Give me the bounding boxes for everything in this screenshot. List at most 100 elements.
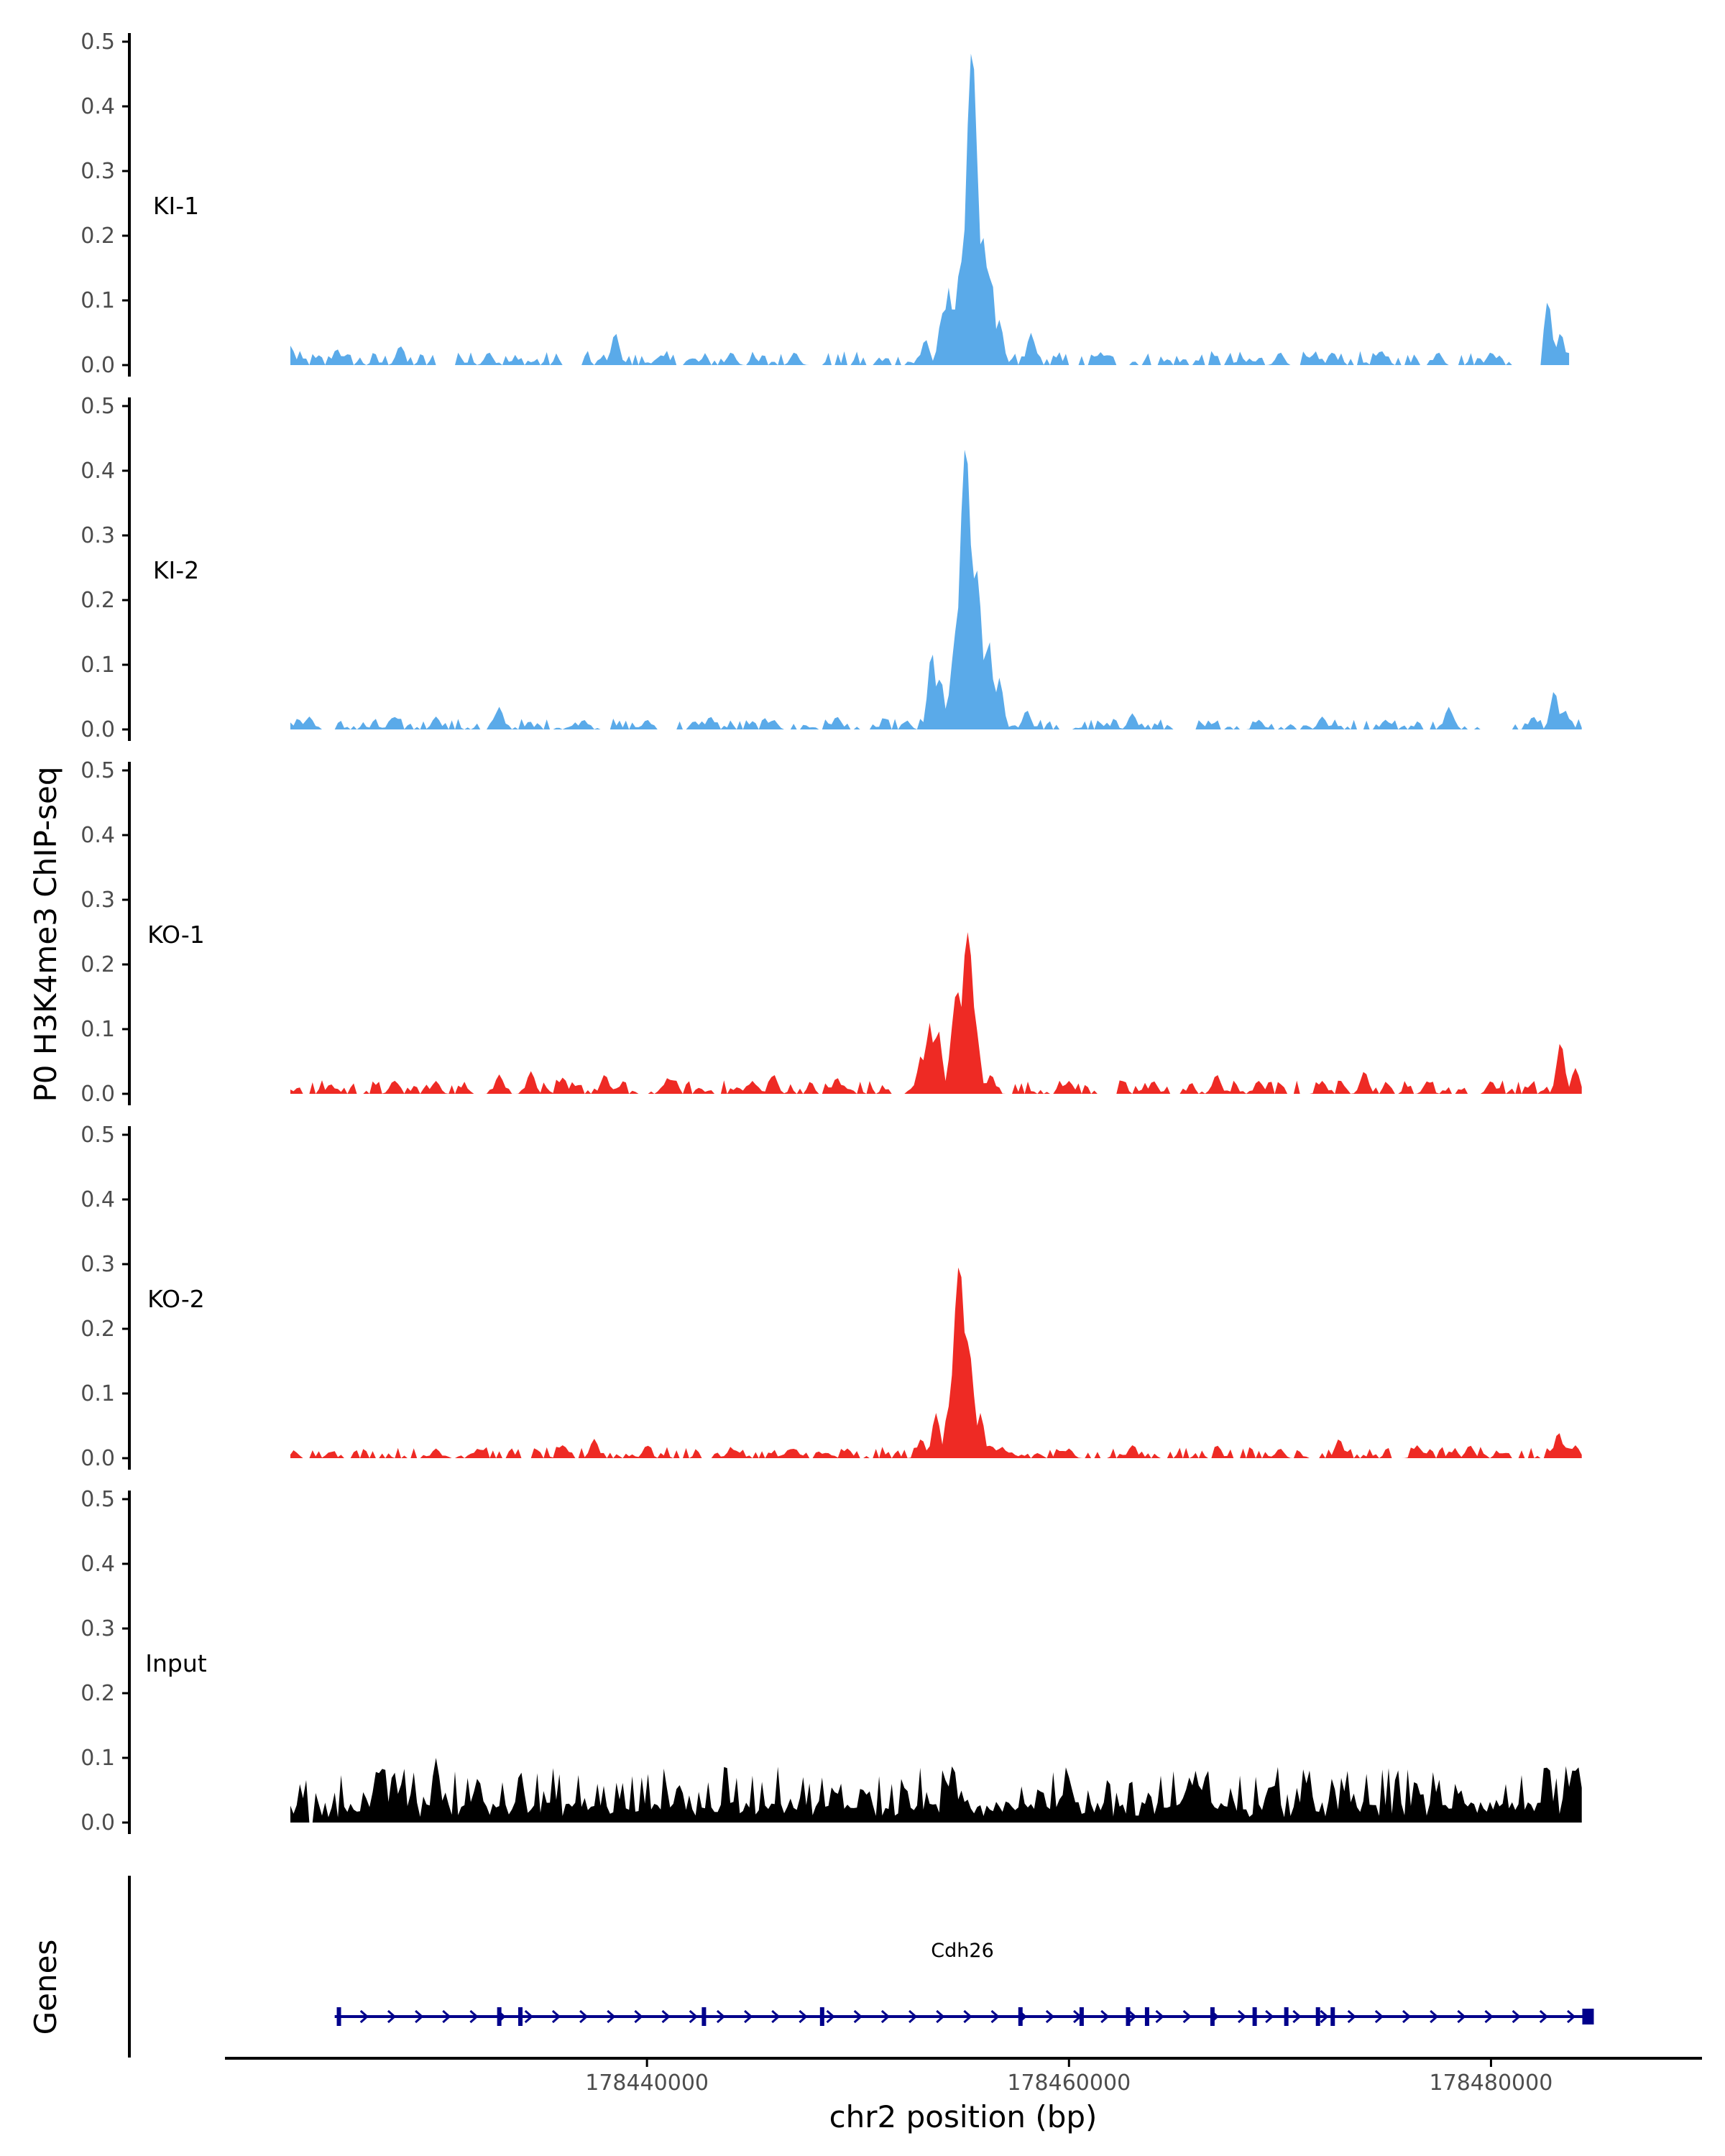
signal-area-ki-2 bbox=[290, 449, 1582, 729]
signal-area-ki-1 bbox=[290, 53, 1570, 365]
strand-arrow bbox=[1484, 2009, 1494, 2024]
strand-arrow bbox=[1374, 2009, 1384, 2024]
track-label: KO-1 bbox=[147, 921, 205, 949]
x-tick-label: 178480000 bbox=[1430, 2070, 1553, 2096]
strand-arrow bbox=[1512, 2009, 1521, 2024]
exon bbox=[1252, 2007, 1257, 2026]
y-tick-label: 0.5 bbox=[80, 1487, 115, 1512]
y-tick-label: 0.5 bbox=[80, 394, 115, 419]
strand-arrow bbox=[1566, 2009, 1576, 2024]
y-tick-label: 0.3 bbox=[80, 523, 115, 548]
exon bbox=[1079, 2007, 1084, 2026]
exon bbox=[1018, 2007, 1023, 2026]
strand-arrow bbox=[1430, 2009, 1439, 2024]
track-label: KI-2 bbox=[153, 556, 199, 584]
y-tick-label: 0.1 bbox=[80, 1017, 115, 1042]
track-label: KO-2 bbox=[147, 1285, 205, 1313]
y-tick-label: 0.1 bbox=[80, 1381, 115, 1406]
x-tick-label: 178440000 bbox=[585, 2070, 709, 2096]
x-axis: 178440000 178460000 178480000 chr2 positio… bbox=[225, 2057, 1702, 2134]
y-tick-label: 0.3 bbox=[80, 1252, 115, 1277]
exon bbox=[1210, 2007, 1215, 2026]
strand-arrow bbox=[387, 2009, 397, 2024]
track-ki-1: 0.0 0.1 0.2 0.3 0.4 0.5 KI-1 bbox=[80, 29, 1570, 378]
y-tick-label: 0.2 bbox=[80, 588, 115, 613]
y-tick-label: 0.2 bbox=[80, 952, 115, 977]
exon bbox=[819, 2007, 824, 2026]
strand-arrow bbox=[853, 2009, 862, 2024]
y-tick-label: 0.2 bbox=[80, 224, 115, 249]
strand-arrow bbox=[607, 2009, 616, 2024]
track-label: KI-1 bbox=[153, 192, 199, 220]
y-tick-label: 0.0 bbox=[80, 353, 115, 378]
exon bbox=[1284, 2007, 1289, 2026]
strand-arrow bbox=[1292, 2009, 1302, 2024]
y-tick-label: 0.0 bbox=[80, 1082, 115, 1107]
y-tick-label: 0.5 bbox=[80, 758, 115, 783]
x-axis-title: chr2 position (bp) bbox=[829, 2099, 1098, 2134]
strand-arrow bbox=[908, 2009, 918, 2024]
strand-arrow bbox=[1402, 2009, 1412, 2024]
strand-arrow bbox=[1182, 2009, 1192, 2024]
x-ticks-group: 178440000 178460000 178480000 bbox=[585, 2058, 1552, 2096]
track-ko-1: 0.0 0.1 0.2 0.3 0.4 0.5 KO-1 bbox=[80, 758, 1582, 1107]
y-tick-label: 0.4 bbox=[80, 1187, 115, 1212]
strand-arrow bbox=[661, 2009, 671, 2024]
strand-arrow bbox=[415, 2009, 424, 2024]
strand-arrow bbox=[579, 2009, 589, 2024]
genes-group: Cdh26 bbox=[334, 1940, 1594, 2026]
gene-cdh26: Cdh26 bbox=[334, 1940, 1594, 2026]
strand-arrow bbox=[799, 2009, 808, 2024]
exon bbox=[518, 2007, 523, 2026]
strand-arrow bbox=[634, 2009, 643, 2024]
y-tick-label: 0.3 bbox=[80, 159, 115, 184]
strand-arrow bbox=[469, 2009, 479, 2024]
signal-area-ko-1 bbox=[290, 932, 1582, 1094]
track-ki-2: 0.0 0.1 0.2 0.3 0.4 0.5 KI-2 bbox=[80, 394, 1582, 742]
y-axis-title: P0 H3K4me3 ChIP-seq bbox=[28, 766, 63, 1102]
strand-arrow bbox=[1155, 2009, 1164, 2024]
strand-arrow bbox=[936, 2009, 945, 2024]
y-tick-label: 0.5 bbox=[80, 29, 115, 55]
exon bbox=[497, 2007, 502, 2026]
strand-arrow bbox=[1100, 2009, 1110, 2024]
strand-arrow bbox=[1320, 2009, 1329, 2024]
signal-area-input bbox=[290, 1758, 1582, 1823]
signal-area-ko-2 bbox=[290, 1267, 1582, 1458]
strand-arrow bbox=[716, 2009, 726, 2024]
strand-arrow bbox=[1238, 2009, 1247, 2024]
y-tick-label: 0.3 bbox=[80, 888, 115, 913]
exon bbox=[336, 2007, 341, 2026]
exon bbox=[1582, 2009, 1594, 2024]
y-tick-label: 0.5 bbox=[80, 1123, 115, 1148]
y-tick-label: 0.4 bbox=[80, 94, 115, 119]
gene-label: Cdh26 bbox=[931, 1940, 993, 1962]
exon bbox=[1330, 2007, 1335, 2026]
exon bbox=[1126, 2007, 1131, 2026]
strand-arrow bbox=[1128, 2009, 1137, 2024]
strand-arrow bbox=[771, 2009, 781, 2024]
track-ko-2: 0.0 0.1 0.2 0.3 0.4 0.5 KO-2 bbox=[80, 1123, 1582, 1471]
y-tick-label: 0.1 bbox=[80, 1746, 115, 1771]
y-tick-label: 0.4 bbox=[80, 1552, 115, 1577]
strand-arrow bbox=[1265, 2009, 1274, 2024]
y-tick-label: 0.2 bbox=[80, 1317, 115, 1342]
strand-arrow bbox=[1347, 2009, 1356, 2024]
y-tick-label: 0.0 bbox=[80, 1810, 115, 1835]
strand-arrow bbox=[1539, 2009, 1549, 2024]
strand-arrow bbox=[359, 2009, 369, 2024]
exon bbox=[702, 2007, 707, 2026]
y-tick-label: 0.0 bbox=[80, 717, 115, 742]
y-tick-label: 0.4 bbox=[80, 459, 115, 484]
genes-axis-title: Genes bbox=[28, 1940, 63, 2035]
strand-arrow bbox=[551, 2009, 561, 2024]
strand-arrow bbox=[744, 2009, 753, 2024]
strand-arrow bbox=[524, 2009, 534, 2024]
tracks-group: 0.0 0.1 0.2 0.3 0.4 0.5 KI-1 0.0 0.1 0.2 0.3 0.4 0.5… bbox=[80, 29, 1582, 1835]
strand-arrow bbox=[880, 2009, 891, 2024]
y-tick-label: 0.1 bbox=[80, 653, 115, 678]
y-tick-label: 0.4 bbox=[80, 823, 115, 848]
strand-arrow bbox=[442, 2009, 451, 2024]
strand-arrow bbox=[1457, 2009, 1466, 2024]
